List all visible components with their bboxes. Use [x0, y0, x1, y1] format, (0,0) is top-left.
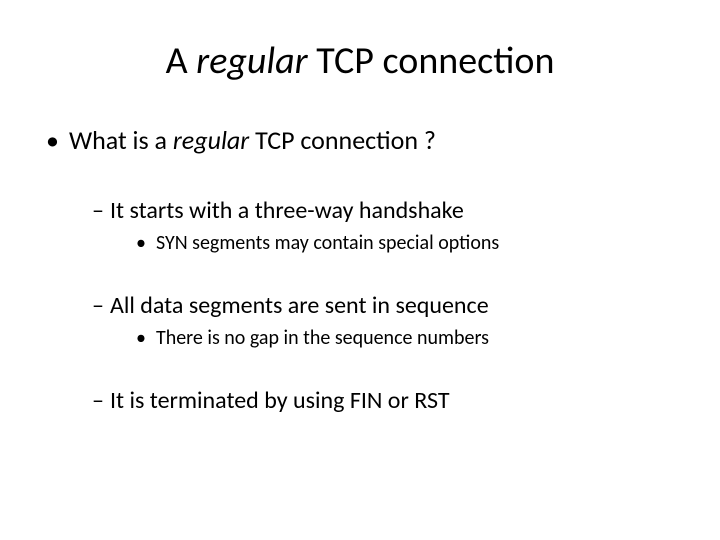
- bullet-group-1: –It starts with a three-way handshake • S…: [40, 196, 680, 255]
- bullet-group-2: –All data segments are sent in sequence …: [40, 291, 680, 350]
- dash-icon: –: [92, 291, 104, 320]
- slide-container: A regular TCP connection • What is a regu…: [0, 0, 720, 455]
- title-suffix: TCP connection: [308, 38, 555, 84]
- title-prefix: A: [166, 38, 197, 84]
- slide-title: A regular TCP connection: [40, 38, 680, 84]
- bullet-icon: •: [46, 124, 59, 156]
- bullet-level2: –It is terminated by using FIN or RST: [92, 386, 680, 415]
- dash-icon: –: [92, 386, 104, 415]
- level2-text: It is terminated by using FIN or RST: [110, 386, 450, 415]
- bullet-level2: –It starts with a three-way handshake: [92, 196, 680, 225]
- level3-text: SYN segments may contain special options: [156, 231, 499, 255]
- dash-icon: –: [92, 196, 104, 225]
- bullet-level1: • What is a regular TCP connection ?: [46, 124, 680, 156]
- bullet-group-3: –It is terminated by using FIN or RST: [40, 386, 680, 415]
- level3-text: There is no gap in the sequence numbers: [156, 326, 489, 350]
- level1-prefix: What is a: [69, 124, 173, 156]
- bullet-icon: •: [136, 231, 146, 255]
- bullet-level3: • There is no gap in the sequence numbers: [136, 326, 680, 350]
- level1-italic: regular: [173, 124, 249, 156]
- level2-text: All data segments are sent in sequence: [110, 291, 489, 320]
- bullet-level3: • SYN segments may contain special option…: [136, 231, 680, 255]
- level1-suffix: TCP connection ?: [249, 124, 436, 156]
- title-italic: regular: [196, 38, 308, 84]
- bullet-level2: –All data segments are sent in sequence: [92, 291, 680, 320]
- level2-text: It starts with a three-way handshake: [110, 196, 464, 225]
- bullet-icon: •: [136, 326, 146, 350]
